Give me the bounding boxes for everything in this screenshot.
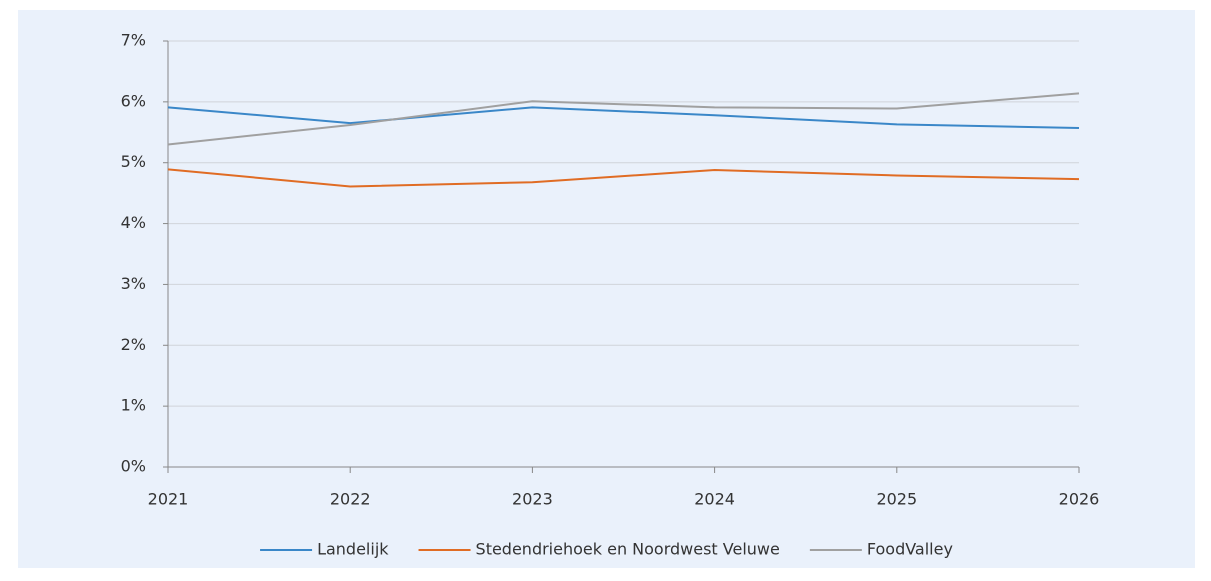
y-tick-label: 0% [121, 457, 146, 476]
x-tick-label: 2025 [876, 490, 917, 509]
series-line [167, 168, 1080, 188]
legend-label: FoodValley [867, 540, 953, 559]
y-tick-label: 5% [121, 152, 146, 171]
y-tick-label: 7% [121, 31, 146, 50]
y-tick-label: 3% [121, 274, 146, 293]
x-tick-label: 2024 [694, 490, 735, 509]
legend-label: Stedendriehoek en Noordwest Veluwe [476, 540, 780, 559]
x-tick-label: 2026 [1059, 490, 1100, 509]
series-line [167, 92, 1080, 146]
y-tick-label: 6% [121, 91, 146, 110]
x-tick-label: 2023 [512, 490, 553, 509]
series-line [167, 106, 1080, 130]
x-tick-label: 2022 [330, 490, 371, 509]
y-tick-label: 4% [121, 213, 146, 232]
y-tick-label: 2% [121, 335, 146, 354]
x-tick-label: 2021 [148, 490, 189, 509]
y-tick-label: 1% [121, 396, 146, 415]
legend-label: Landelijk [317, 540, 389, 559]
chart-background [18, 10, 1195, 568]
